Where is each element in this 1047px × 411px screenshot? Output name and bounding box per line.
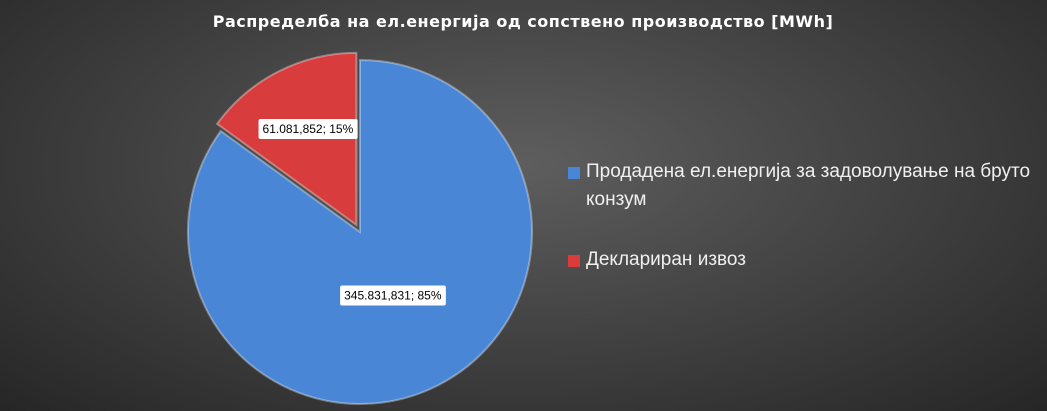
legend-swatch — [568, 255, 580, 267]
legend-item: Деклариран извоз — [568, 246, 1038, 274]
pie-slice — [187, 58, 533, 405]
legend-swatch — [568, 167, 580, 179]
legend-label: Деклариран извоз — [586, 249, 746, 270]
data-label-text: 61.081,852; 15% — [263, 122, 354, 136]
data-label-box — [258, 119, 358, 140]
legend: Продадена ел.енергија за задоволување на… — [568, 158, 1038, 306]
data-label-box — [340, 285, 446, 306]
legend-item: Продадена ел.енергија за задоволување на… — [568, 158, 1038, 214]
data-label: 345.831,831; 85% — [340, 285, 446, 306]
legend-label: Продадена ел.енергија за задоволување на… — [586, 161, 1031, 210]
data-label: 61.081,852; 15% — [258, 119, 358, 140]
chart-title: Распределба на ел.енергија од сопствено … — [213, 12, 834, 31]
data-label-text: 345.831,831; 85% — [344, 289, 442, 303]
